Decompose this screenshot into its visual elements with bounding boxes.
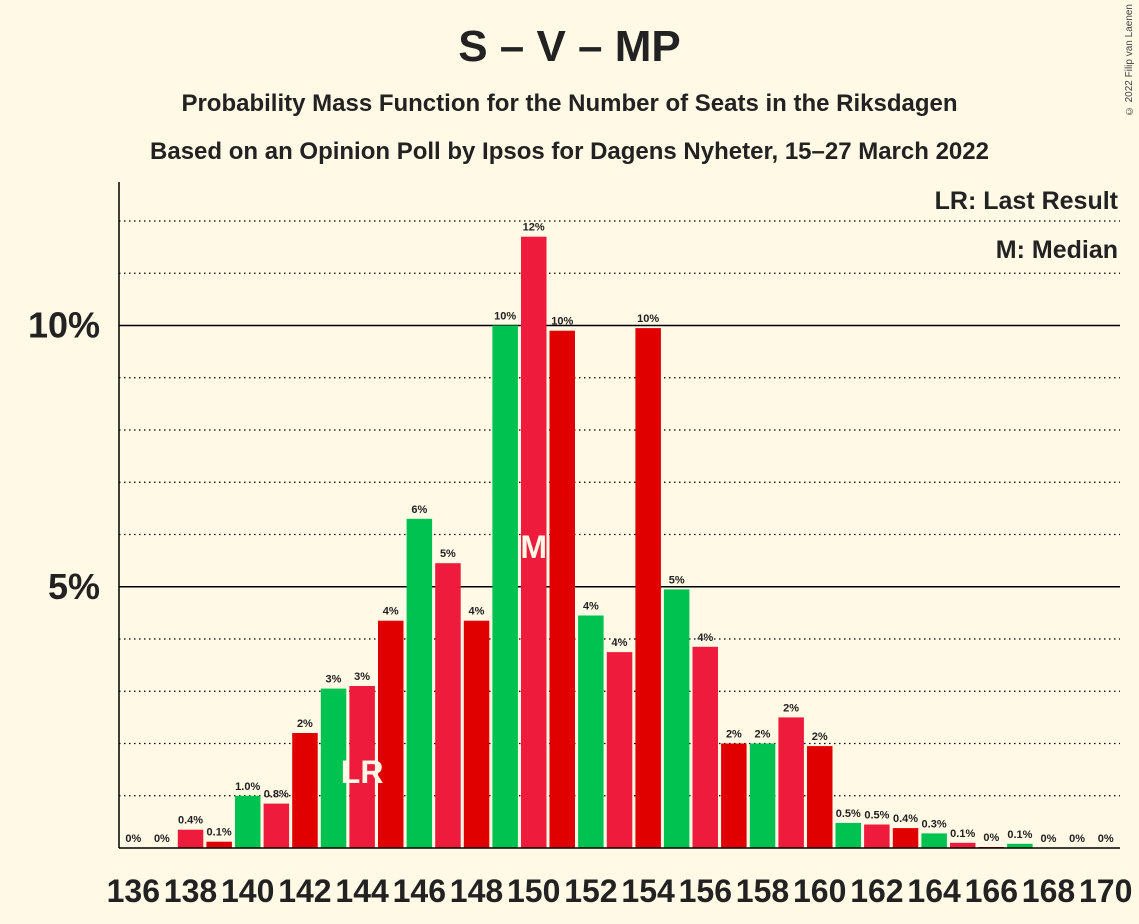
x-tick-label: 164 — [907, 873, 961, 909]
x-tick-label: 148 — [450, 873, 503, 909]
bar-value-label: 0% — [154, 833, 170, 845]
bar-value-label: 6% — [411, 504, 427, 516]
bar-value-label: 0.4% — [178, 815, 203, 827]
bar-seat-148 — [463, 620, 490, 848]
bar-seat-143 — [320, 688, 347, 848]
x-tick-label: 166 — [965, 873, 1018, 909]
bar-seat-141 — [263, 803, 290, 848]
bar-value-label: 4% — [383, 606, 399, 618]
y-tick-label: 10% — [28, 305, 100, 346]
x-tick-label: 142 — [278, 873, 331, 909]
legend-median: M: Median — [996, 236, 1118, 264]
chart-source: Based on an Opinion Poll by Ipsos for Da… — [150, 138, 989, 165]
median-marker: M — [520, 529, 547, 565]
y-tick-label: 5% — [48, 566, 100, 607]
bar-seat-164 — [921, 833, 947, 848]
legend-last-result: LR: Last Result — [935, 187, 1119, 215]
bar-seat-165 — [950, 842, 976, 848]
bar-seat-158 — [749, 743, 776, 848]
bar-seat-167 — [1007, 843, 1033, 848]
x-tick-label: 158 — [736, 873, 789, 909]
bar-seat-146 — [406, 518, 433, 848]
bar-value-label: 2% — [297, 718, 313, 730]
bar-seat-147 — [435, 563, 461, 848]
bar-value-label: 10% — [551, 316, 573, 328]
bar-seat-138 — [177, 829, 204, 848]
bar-value-label: 0% — [1041, 833, 1057, 845]
bar-seat-159 — [778, 717, 804, 848]
x-tick-labels: 136 138 140 142 144 146 148 150 152 154 156 158 160 1… — [107, 873, 1133, 909]
bar-value-label: 0.4% — [893, 813, 918, 825]
x-tick-label: 156 — [679, 873, 732, 909]
x-tick-label: 146 — [393, 873, 446, 909]
bar-value-label: 10% — [494, 311, 516, 323]
bar-value-label: 0.5% — [836, 808, 861, 820]
x-tick-label: 140 — [221, 873, 274, 909]
bar-seat-152 — [578, 615, 604, 848]
bar-seat-151 — [549, 330, 575, 848]
chart-subtitle: Probability Mass Function for the Number… — [181, 90, 958, 117]
bar-value-label: 0.3% — [922, 818, 947, 830]
bar-value-label: 4% — [697, 632, 713, 644]
x-tick-label: 168 — [1022, 873, 1075, 909]
bar-value-label: 4% — [583, 601, 599, 613]
bar-seat-149 — [492, 325, 518, 848]
bar-seat-157 — [721, 743, 747, 848]
bar-value-label: 4% — [612, 637, 628, 649]
x-tick-label: 160 — [793, 873, 846, 909]
bar-seat-153 — [606, 652, 633, 848]
bar-seat-150 — [521, 236, 547, 848]
bar-value-label: 10% — [637, 313, 659, 325]
bar-value-labels: 0% 0% 0.4% 0.1% 1.0% 0.8% 2% 3% 3% 4% 6% 5% 4% 10% 12%… — [125, 222, 1114, 845]
bar-value-label: 0.1% — [207, 827, 232, 839]
bar-seat-162 — [864, 824, 890, 848]
bar-value-label: 1.0% — [235, 781, 260, 793]
bar-value-label: 0.1% — [1007, 829, 1032, 841]
bar-value-label: 2% — [726, 729, 742, 741]
x-tick-label: 138 — [164, 873, 217, 909]
x-tick-label: 144 — [335, 873, 389, 909]
bar-value-label: 2% — [783, 702, 799, 714]
bar-value-label: 2% — [755, 729, 771, 741]
bar-seat-160 — [807, 746, 833, 848]
bar-value-label: 0% — [125, 833, 141, 845]
bar-value-label: 0% — [1098, 833, 1114, 845]
bar-value-label: 12% — [523, 222, 545, 234]
last-result-marker: LR — [341, 754, 384, 790]
bar-value-label: 3% — [326, 674, 342, 686]
bar-seat-142 — [292, 733, 318, 848]
bar-value-label: 5% — [669, 574, 685, 586]
x-tick-label: 150 — [507, 873, 560, 909]
x-tick-label: 152 — [564, 873, 617, 909]
bars-group — [177, 236, 1033, 849]
x-tick-label: 170 — [1079, 873, 1132, 909]
bar-seat-140 — [235, 795, 261, 849]
bar-value-label: 0% — [983, 832, 999, 844]
bar-seat-155 — [663, 589, 690, 848]
bar-seat-163 — [892, 828, 919, 848]
bar-value-label: 2% — [812, 731, 828, 743]
y-tick-labels: 5% 10% — [28, 305, 100, 607]
bar-value-label: 5% — [440, 548, 456, 560]
chart-title: S – V – MP — [458, 22, 681, 71]
bar-value-label: 0.8% — [264, 789, 289, 801]
bar-value-label: 0.5% — [864, 810, 889, 822]
bar-seat-156 — [692, 646, 718, 848]
bar-seat-144 — [349, 686, 375, 848]
x-tick-label: 162 — [850, 873, 903, 909]
bar-value-label: 4% — [469, 606, 485, 618]
bar-seat-139 — [206, 841, 232, 848]
x-tick-label: 154 — [621, 873, 675, 909]
bar-seat-161 — [835, 822, 861, 848]
bar-markers: LR M — [341, 529, 547, 790]
bar-value-label: 3% — [354, 671, 370, 683]
x-tick-label: 136 — [107, 873, 160, 909]
bar-value-label: 0% — [1069, 833, 1085, 845]
bar-seat-154 — [635, 328, 661, 849]
bar-value-label: 0.1% — [950, 828, 975, 840]
bar-seat-145 — [378, 620, 404, 848]
axes — [118, 182, 1120, 849]
